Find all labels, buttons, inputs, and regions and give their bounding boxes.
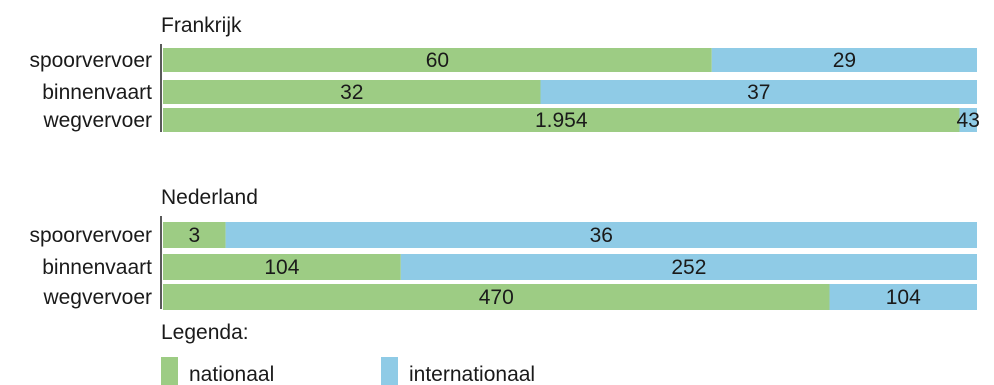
bar-nationaal-wegvervoer [163,284,830,310]
legend-swatch-internationaal [381,357,398,385]
legend: Legenda: nationaal internationaal [161,321,535,385]
legend-label-internationaal: internationaal [409,363,535,385]
data-label: 470 [479,286,514,309]
category-label: binnenvaart [42,256,152,279]
bar-nationaal-binnenvaart [163,80,541,104]
bar-internationaal-wegvervoer [959,108,977,132]
data-label: 37 [747,81,770,104]
panel-title: Nederland [161,186,258,209]
category-label: binnenvaart [42,81,152,104]
legend-label-nationaal: nationaal [189,363,274,385]
category-label: wegvervoer [42,109,152,132]
bar-internationaal-spoorvervoer [225,222,978,248]
data-label: 60 [426,49,449,72]
bar-nationaal-wegvervoer [163,108,960,132]
bar-internationaal-binnenvaart [540,80,977,104]
panel-title: Frankrijk [161,14,242,37]
bar-nationaal-binnenvaart [163,254,401,280]
data-label: 29 [833,49,856,72]
category-label: spoorvervoer [29,49,152,72]
data-label: 104 [886,286,921,309]
panel-nederland: Nederland 3 36 spoorvervoer 104 252 binnenvaar… [29,186,978,310]
data-label: 1.954 [535,109,588,132]
panel-frankrijk: Frankrijk 60 29 spoorvervoer 32 37 binnenvaart… [29,14,980,132]
category-label: spoorvervoer [29,224,152,247]
category-label: wegvervoer [42,286,152,309]
bar-nationaal-spoorvervoer [163,222,226,248]
data-label: 32 [340,81,363,104]
legend-swatch-nationaal [161,357,178,385]
legend-title: Legenda: [161,321,249,344]
bar-internationaal-binnenvaart [400,254,978,280]
data-label: 36 [590,224,613,247]
bar-internationaal-wegvervoer [829,284,977,310]
data-label: 43 [957,109,980,132]
bar-internationaal-spoorvervoer [711,48,977,72]
data-label: 252 [671,256,706,279]
data-label: 104 [264,256,299,279]
bar-nationaal-spoorvervoer [163,48,712,72]
data-label: 3 [188,224,200,247]
